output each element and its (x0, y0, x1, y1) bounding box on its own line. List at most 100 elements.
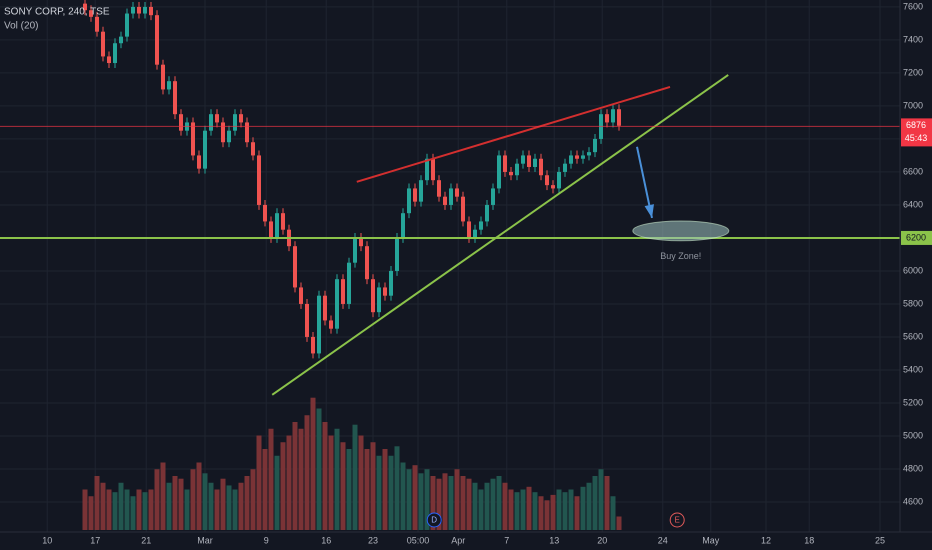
volume-bar (466, 478, 472, 530)
x-tick-label: 12 (761, 535, 771, 545)
candle-body (545, 175, 550, 186)
candle-body (401, 213, 406, 238)
volume-bar (292, 422, 298, 530)
candle-body (491, 188, 496, 205)
volume-bar (340, 442, 346, 530)
volume-bar (544, 500, 550, 530)
volume-bar (412, 465, 418, 530)
volume-bar (226, 485, 232, 530)
y-tick-label: 7200 (903, 67, 923, 77)
volume-bar (190, 469, 196, 530)
volume-bar (556, 489, 562, 530)
indicator-label: Vol (20) (4, 21, 38, 32)
candle-body (125, 13, 130, 37)
volume-bar (346, 449, 352, 530)
last-price-label: 6876 (906, 120, 926, 130)
x-tick-label: 13 (549, 535, 559, 545)
x-tick-label: Apr (451, 535, 465, 545)
volume-bar (112, 492, 118, 530)
candle-body (269, 221, 274, 238)
volume-bar (520, 489, 526, 530)
x-tick-label: Mar (197, 535, 213, 545)
arrow-head (644, 204, 654, 218)
volume-bar (208, 482, 214, 530)
x-tick-label: May (702, 535, 720, 545)
candle-body (347, 262, 352, 304)
volume-bar (436, 478, 442, 530)
x-tick-label: 17 (90, 535, 100, 545)
volume-bar (130, 496, 136, 530)
candle-body (377, 287, 382, 313)
volume-bar (580, 486, 586, 530)
candle-body (575, 155, 580, 159)
candle-body (149, 6, 154, 16)
candle-body (521, 155, 526, 164)
volume-bar (178, 478, 184, 530)
candle-body (413, 188, 418, 202)
volume-bar (526, 486, 532, 530)
volume-bar (262, 449, 268, 530)
candle-body (329, 320, 334, 329)
candle-body (179, 114, 184, 131)
x-tick-label: 10 (42, 535, 52, 545)
volume-bar (538, 496, 544, 530)
volume-bar (154, 469, 160, 530)
candle-body (335, 279, 340, 329)
candle-body (209, 114, 214, 131)
candle-body (203, 130, 208, 169)
candle-body (341, 279, 346, 304)
x-tick-label: 23 (368, 535, 378, 545)
volume-bar (220, 478, 226, 530)
volume-bar (298, 428, 304, 530)
volume-bar (508, 489, 514, 530)
x-tick-label: 9 (264, 535, 269, 545)
candle-body (173, 81, 178, 115)
volume-bar (454, 469, 460, 530)
volume-bar (610, 496, 616, 530)
candle-body (539, 158, 544, 176)
volume-bar (88, 496, 94, 530)
x-tick-label: 16 (321, 535, 331, 545)
volume-bar (238, 482, 244, 530)
candle-body (137, 6, 142, 14)
chart-title: SONY CORP, 240, TSE (4, 7, 110, 18)
candle-body (455, 188, 460, 197)
candle-body (167, 81, 172, 90)
volume-bar (370, 442, 376, 530)
candle-body (101, 31, 106, 57)
volume-bar (268, 428, 274, 530)
volume-bar (334, 428, 340, 530)
volume-bar (160, 462, 166, 530)
volume-bar (394, 446, 400, 530)
candle-body (95, 16, 100, 32)
y-tick-label: 4600 (903, 496, 923, 506)
volume-bar (430, 476, 436, 530)
volume-bar (352, 424, 358, 530)
volume-bar (598, 469, 604, 530)
candle-body (359, 237, 364, 247)
volume-bar (316, 408, 322, 530)
event-label: E (675, 516, 680, 525)
y-tick-label: 6600 (903, 166, 923, 176)
candle-body (425, 158, 430, 181)
volume-bar (424, 469, 430, 530)
volume-bar (574, 496, 580, 530)
volume-bar (286, 435, 292, 530)
price-label-box (901, 230, 932, 245)
volume-bar (244, 476, 250, 530)
candle-body (353, 237, 358, 263)
volume-bar (328, 435, 334, 530)
candle-body (485, 204, 490, 222)
candle-body (89, 10, 94, 17)
candle-body (257, 155, 262, 205)
volume-bar (388, 455, 394, 530)
price-pane: Buy Zone! D E (0, 0, 900, 528)
volume-bar (172, 476, 178, 530)
candle-body (461, 196, 466, 222)
candle-body (365, 246, 370, 280)
candle-body (563, 163, 568, 172)
volume-bar (274, 455, 280, 530)
